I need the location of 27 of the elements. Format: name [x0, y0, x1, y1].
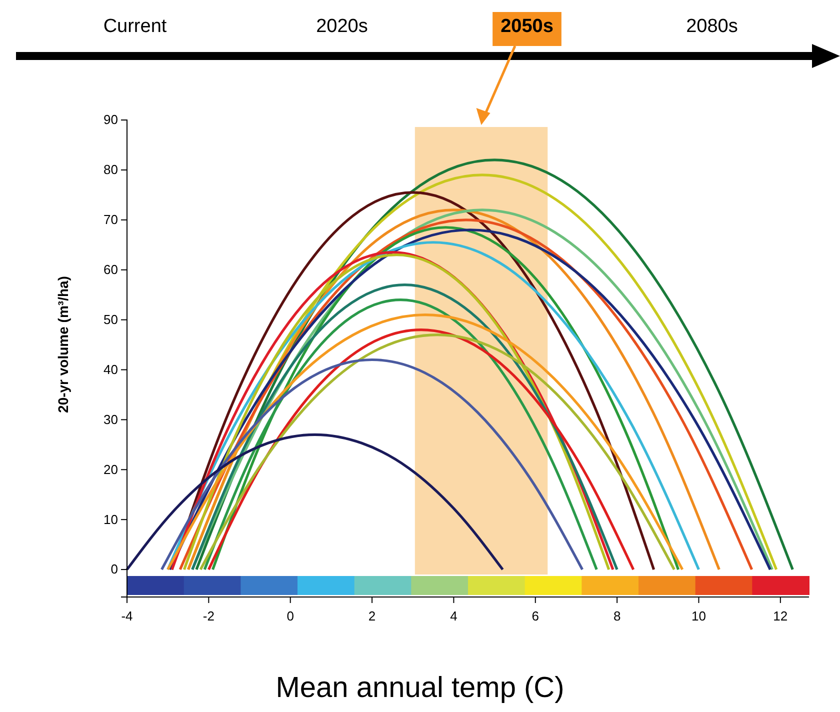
x-tick-label: 2	[368, 608, 376, 624]
y-tick-label: 60	[104, 262, 118, 278]
x-tick-label: 0	[286, 608, 294, 624]
x-tick-label: 10	[692, 608, 706, 624]
y-tick-label: 10	[104, 512, 118, 527]
y-tick-label: 80	[104, 162, 118, 178]
y-tick-label: 40	[104, 362, 118, 377]
line-series	[160, 358, 584, 571]
text: Current	[103, 16, 168, 37]
text: 2020s	[316, 16, 368, 37]
x-axis-title: Mean annual temp (C)	[276, 672, 564, 704]
x-tick-label: -2	[202, 608, 214, 624]
line-series	[126, 433, 504, 571]
y-tick-label: 30	[104, 412, 118, 427]
text: 2080s	[686, 16, 738, 37]
x-tick-label: 8	[613, 608, 621, 624]
y-tick-label: 70	[104, 212, 118, 228]
y-tick-label: 90	[104, 112, 118, 128]
y-axis-title: 20-yr volume (m³/ha)	[55, 276, 71, 413]
x-tick-label: 4	[450, 608, 458, 624]
y-tick-label: 0	[110, 562, 118, 577]
x-tick-label: -4	[121, 608, 133, 624]
text: 2050s	[500, 16, 554, 37]
y-tick-label: 50	[104, 312, 118, 327]
x-tick-label: 12	[773, 608, 788, 624]
y-tick-label: 20	[104, 462, 118, 477]
x-tick-label: 6	[532, 608, 539, 624]
